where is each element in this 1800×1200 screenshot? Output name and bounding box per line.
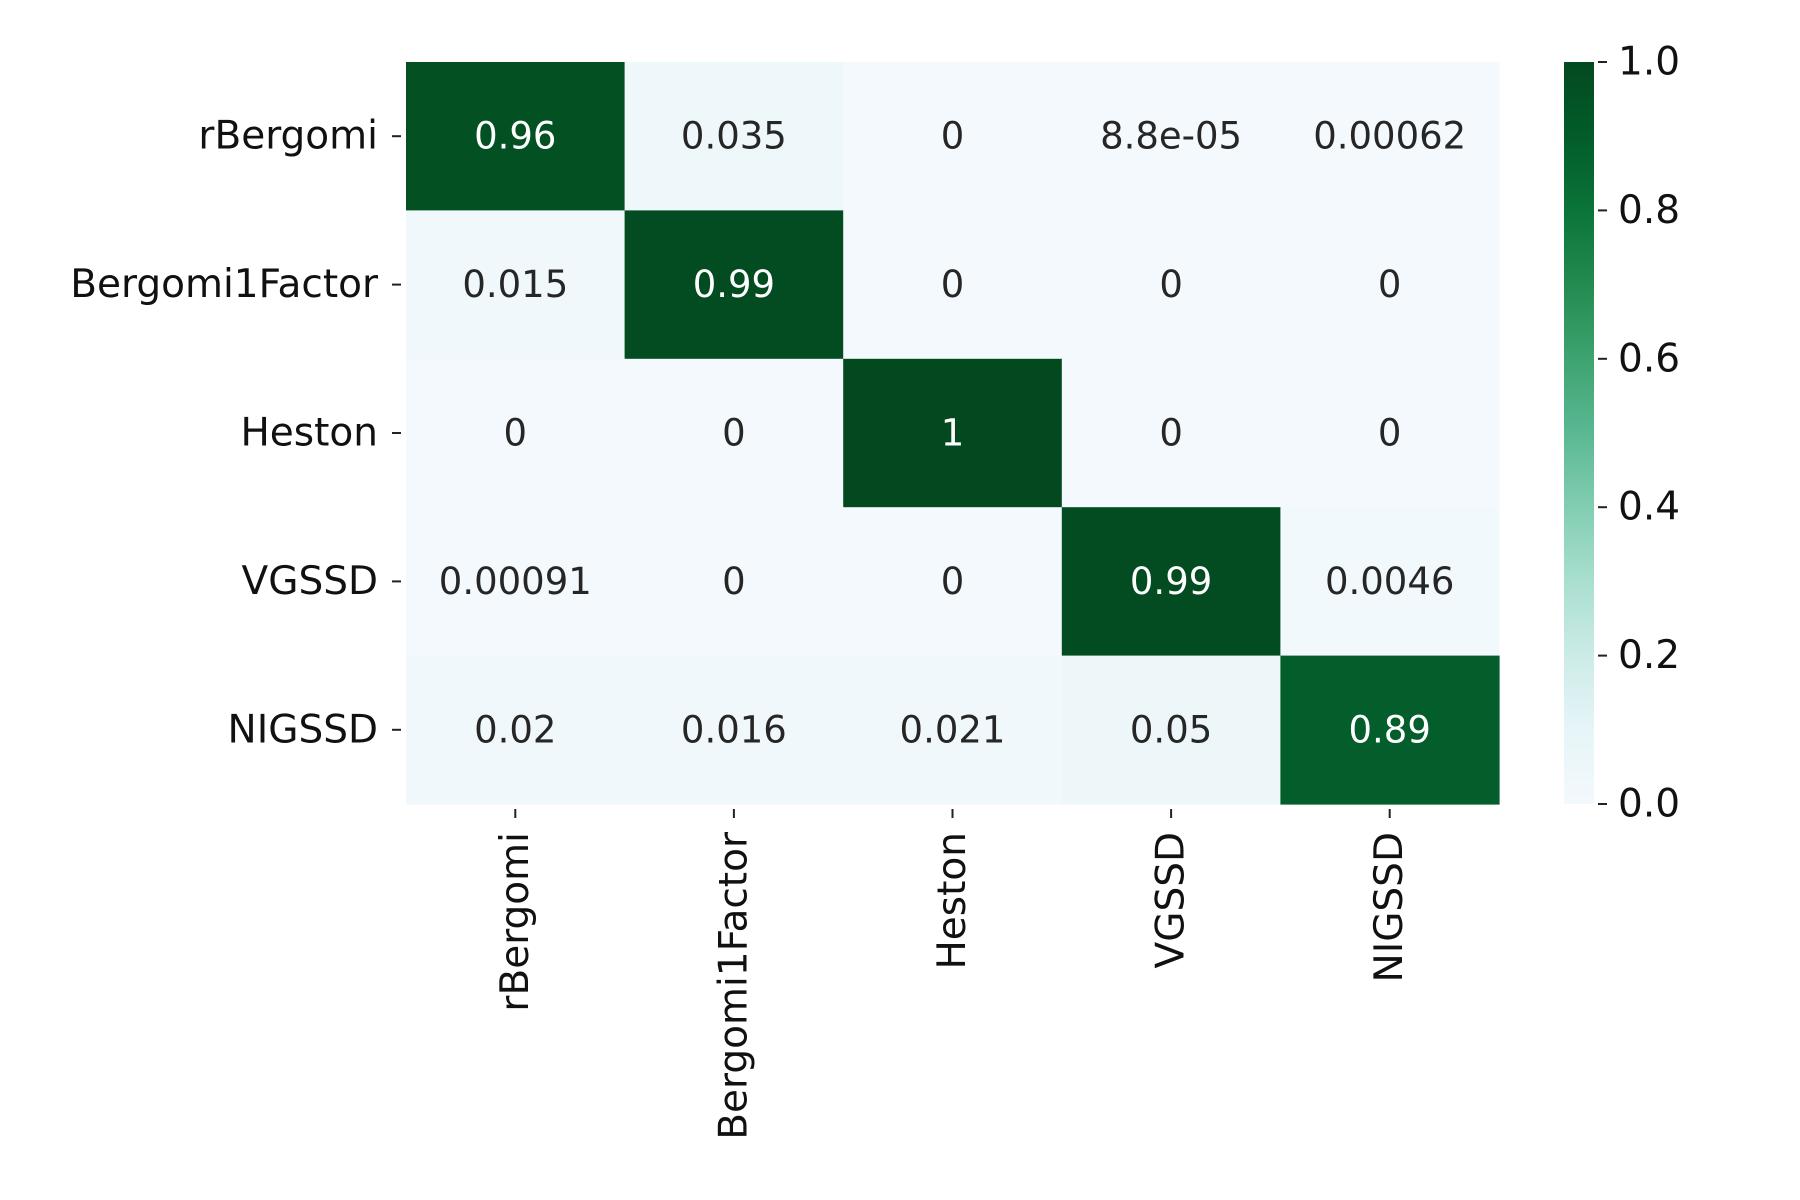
heatmap-cell-label: 0 <box>722 412 746 455</box>
heatmap-cell <box>843 62 1063 211</box>
heatmap-cell <box>843 358 1063 508</box>
heatmap-cell-label: 0 <box>1159 412 1183 455</box>
x-tick-label: Bergomi1Factor <box>711 831 756 1140</box>
colorbar <box>1564 62 1594 804</box>
heatmap-cell-labels: 0.96 0.035 0 8.8e-05 0.00062 0.015 0.99 0 0 0 0 0 1 0… <box>439 115 1466 752</box>
colorbar-tick-label: 0.2 <box>1618 633 1680 678</box>
colorbar-tick-label: 0.6 <box>1618 336 1680 381</box>
heatmap-cell-label: 8.8e-05 <box>1100 115 1242 158</box>
heatmap-cell-label: 0 <box>941 263 965 306</box>
y-tick-label: Heston <box>240 411 378 456</box>
heatmap-cell <box>843 507 1063 657</box>
heatmap-cell-label: 0.00091 <box>439 560 592 603</box>
heatmap-cell-label: 0.05 <box>1130 708 1212 751</box>
x-axis: rBergomi Bergomi1Factor Heston VGSSD NIGSSD <box>493 809 1412 1140</box>
heatmap-cell <box>1061 62 1281 211</box>
heatmap-cell <box>406 655 626 805</box>
heatmap-cell <box>843 655 1063 805</box>
y-tick-label: Bergomi1Factor <box>70 262 379 307</box>
heatmap-cell-label: 0.035 <box>681 115 787 158</box>
heatmap-cell <box>406 62 626 211</box>
x-tick-label: VGSSD <box>1149 832 1194 968</box>
colorbar-tick-label: 0.4 <box>1618 485 1680 530</box>
heatmap-cell-label: 0.96 <box>474 115 556 158</box>
heatmap-cell <box>1280 358 1500 508</box>
heatmap-cell-label: 0 <box>1378 263 1402 306</box>
heatmap-cell-label: 0.0046 <box>1325 560 1454 603</box>
heatmap-cell <box>624 210 844 360</box>
heatmap-cell-label: 0.99 <box>1130 560 1212 603</box>
heatmap-cell <box>624 507 844 657</box>
x-tick-label: rBergomi <box>493 832 538 1012</box>
heatmap-cell-label: 0 <box>504 412 528 455</box>
heatmap-cell <box>1061 358 1281 508</box>
heatmap-cell <box>624 358 844 508</box>
heatmap-cell <box>624 62 844 211</box>
heatmap-cell <box>406 210 626 360</box>
x-tick-label: Heston <box>930 832 975 970</box>
heatmap-cell-label: 0.02 <box>474 708 556 751</box>
heatmap-cell-label: 0 <box>1378 412 1402 455</box>
heatmap-cells <box>406 62 1500 805</box>
heatmap-cell-label: 0.016 <box>681 708 787 751</box>
heatmap-cell-label: 0.00062 <box>1313 115 1466 158</box>
heatmap-cell-label: 0.89 <box>1349 708 1431 751</box>
y-axis: rBergomi Bergomi1Factor Heston VGSSD NIGSSD <box>70 114 401 752</box>
heatmap-cell <box>1061 655 1281 805</box>
heatmap-cell <box>843 210 1063 360</box>
heatmap-cell-label: 0 <box>1159 263 1183 306</box>
heatmap-cell <box>406 507 626 657</box>
y-tick-label: VGSSD <box>242 559 378 604</box>
heatmap-cell-label: 0.021 <box>900 708 1006 751</box>
heatmap-cell <box>624 655 844 805</box>
heatmap-cell <box>406 358 626 508</box>
heatmap-cell-label: 0 <box>941 560 965 603</box>
heatmap-cell <box>1280 507 1500 657</box>
y-tick-label: rBergomi <box>198 114 378 159</box>
heatmap-cell <box>1280 62 1500 211</box>
heatmap-cell-label: 1 <box>941 412 965 455</box>
colorbar-tick-label: 0.8 <box>1618 188 1680 233</box>
heatmap-cell <box>1280 655 1500 805</box>
heatmap-cell-label: 0 <box>722 560 746 603</box>
x-tick-label: NIGSSD <box>1367 832 1412 982</box>
heatmap-cell-label: 0.015 <box>462 263 568 306</box>
colorbar-axis: 0.0 0.2 0.4 0.6 0.8 1.0 <box>1598 40 1680 827</box>
colorbar-tick-label: 1.0 <box>1618 40 1680 85</box>
heatmap-cell <box>1280 210 1500 360</box>
colorbar-tick-label: 0.0 <box>1618 782 1680 827</box>
heatmap-cell-label: 0 <box>941 115 965 158</box>
heatmap-cell <box>1061 507 1281 657</box>
heatmap-cell <box>1061 210 1281 360</box>
y-tick-label: NIGSSD <box>228 707 378 752</box>
colorbar-gradient <box>1564 62 1594 804</box>
heatmap-cell-label: 0.99 <box>693 263 775 306</box>
